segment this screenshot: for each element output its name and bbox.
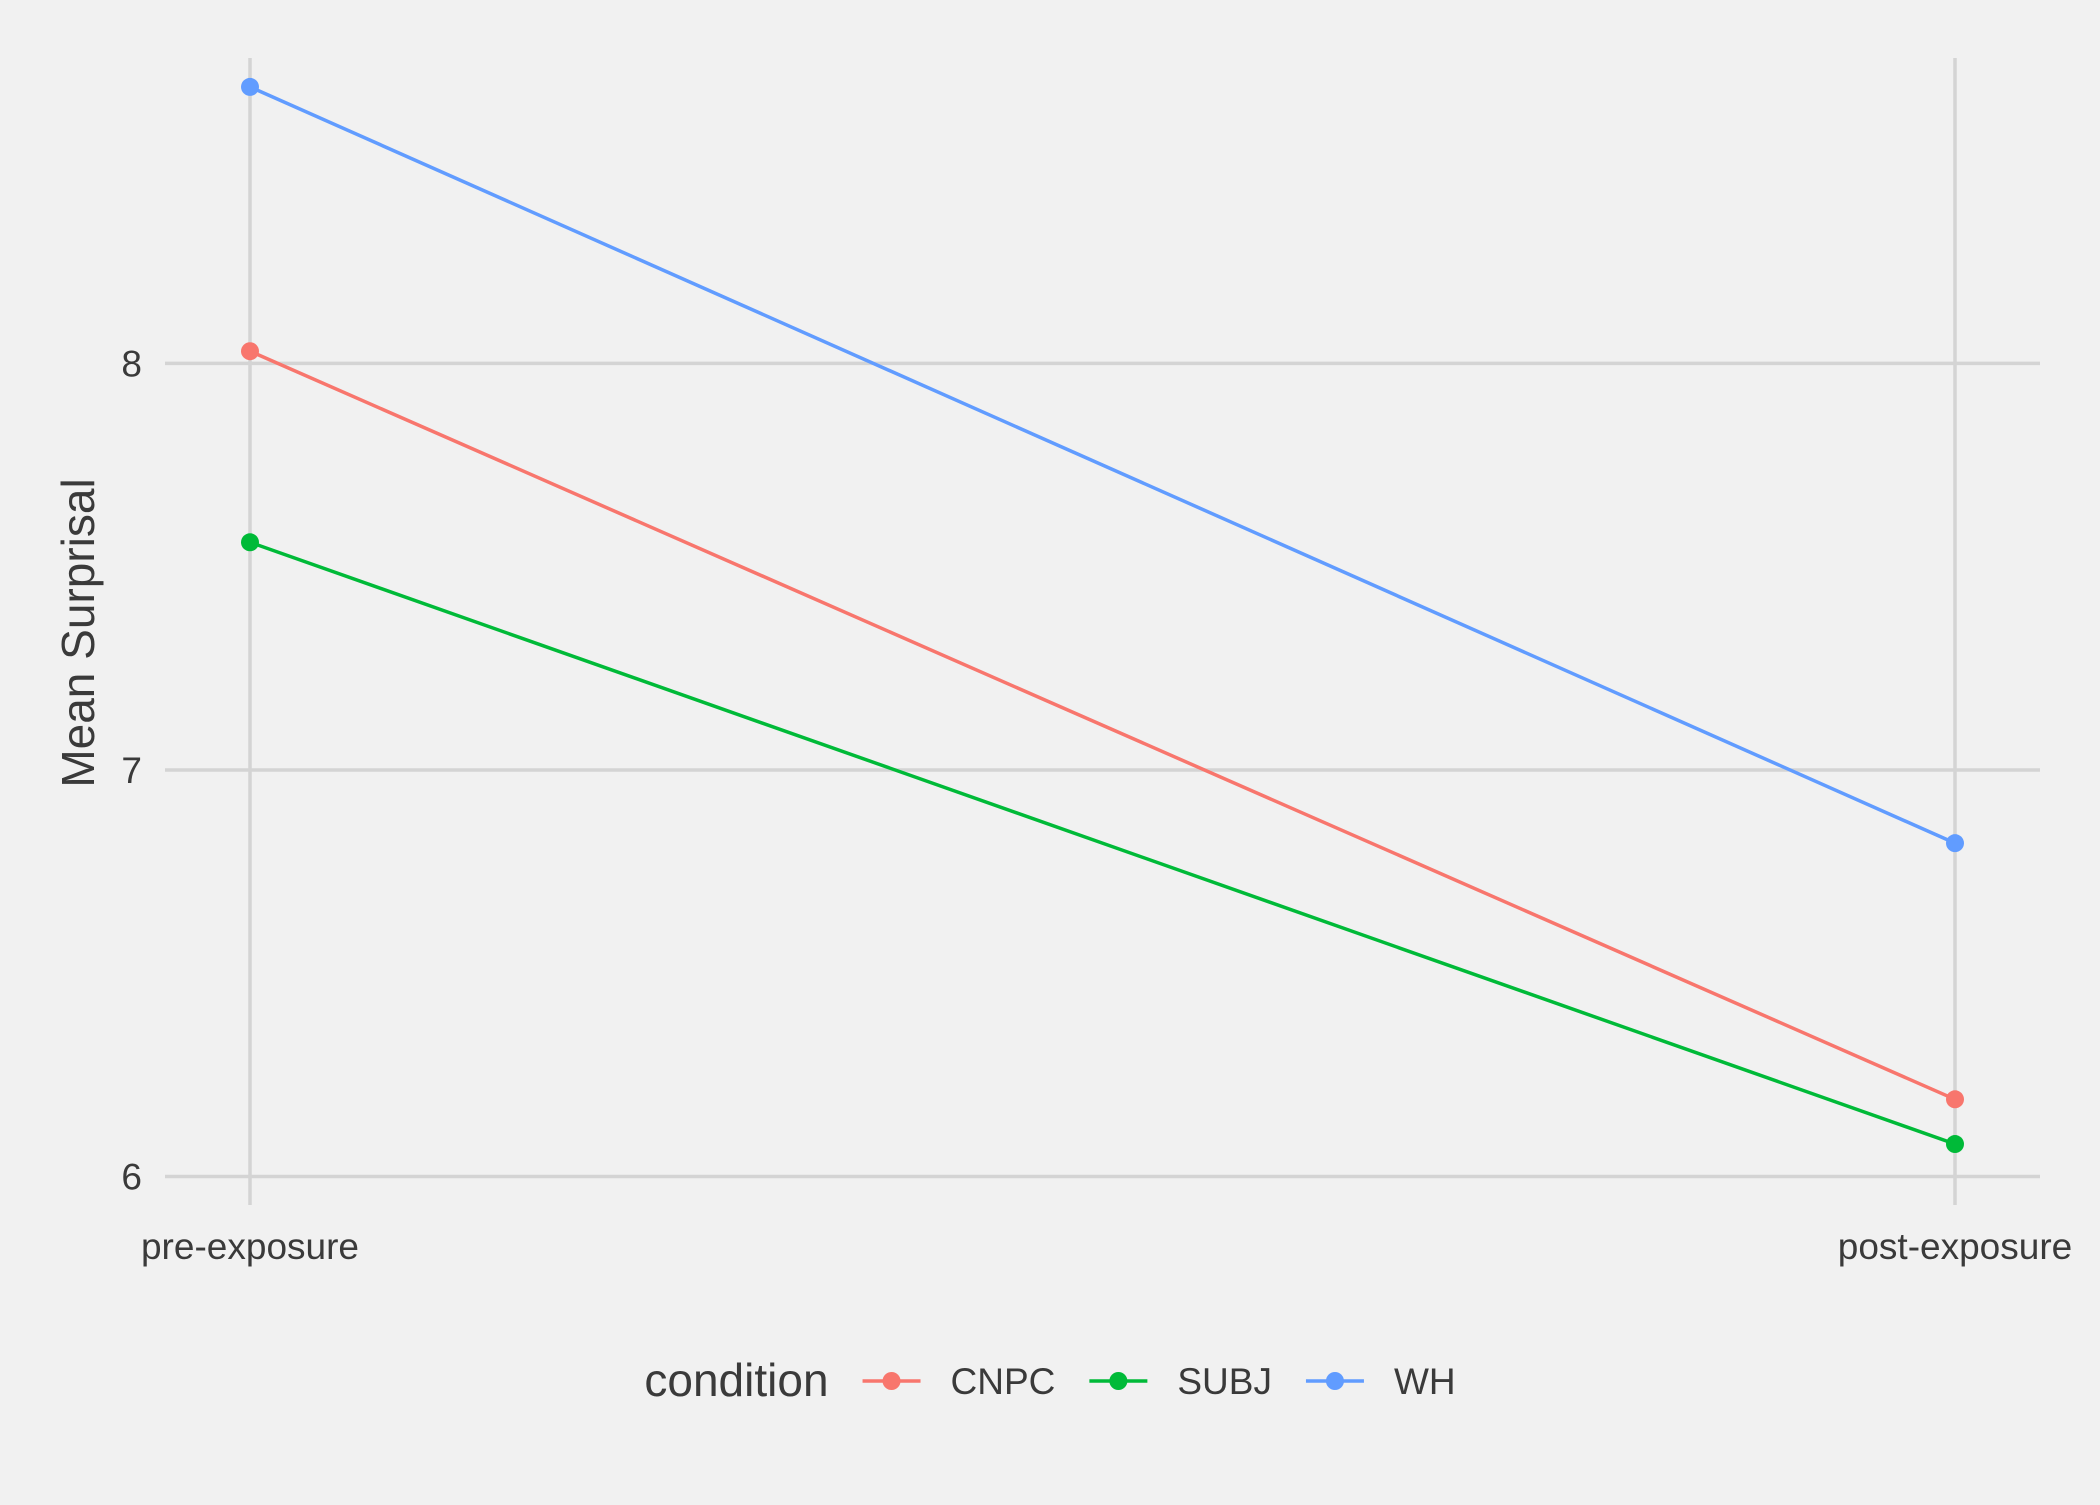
y-tick-label-6: 6 — [121, 1157, 142, 1198]
y-axis-title: Mean Surprisal — [52, 478, 104, 787]
legend-key-point-subj — [1109, 1372, 1128, 1390]
legend-label-cnpc: CNPC — [951, 1361, 1056, 1402]
x-tick-label-post-exposure: post-exposure — [1838, 1226, 2072, 1267]
x-tick-label-pre-exposure: pre-exposure — [141, 1226, 359, 1267]
grid-layer — [165, 58, 2040, 1205]
data-point-subj-pre-exposure — [241, 533, 259, 552]
y-tick-label-7: 7 — [121, 750, 142, 791]
data-point-subj-post-exposure — [1946, 1135, 1964, 1154]
data-point-cnpc-pre-exposure — [241, 342, 259, 361]
axis-layer: 6 7 8 pre-exposure post-exposure — [121, 343, 2072, 1267]
series-layer — [241, 77, 1964, 1154]
data-point-cnpc-post-exposure — [1946, 1090, 1964, 1109]
legend: condition CNPC SUBJ WH — [644, 1354, 1455, 1406]
legend-key-point-wh — [1325, 1372, 1344, 1390]
series-line-cnpc — [249, 349, 1956, 1101]
series-line-subj — [249, 540, 1956, 1146]
legend-key-point-cnpc — [882, 1372, 901, 1390]
legend-title: condition — [644, 1354, 828, 1406]
y-tick-label-8: 8 — [121, 343, 142, 384]
data-point-wh-post-exposure — [1946, 834, 1964, 853]
legend-label-wh: WH — [1394, 1361, 1456, 1402]
legend-label-subj: SUBJ — [1177, 1361, 1272, 1402]
data-point-wh-pre-exposure — [241, 77, 259, 96]
series-line-wh — [249, 85, 1956, 845]
